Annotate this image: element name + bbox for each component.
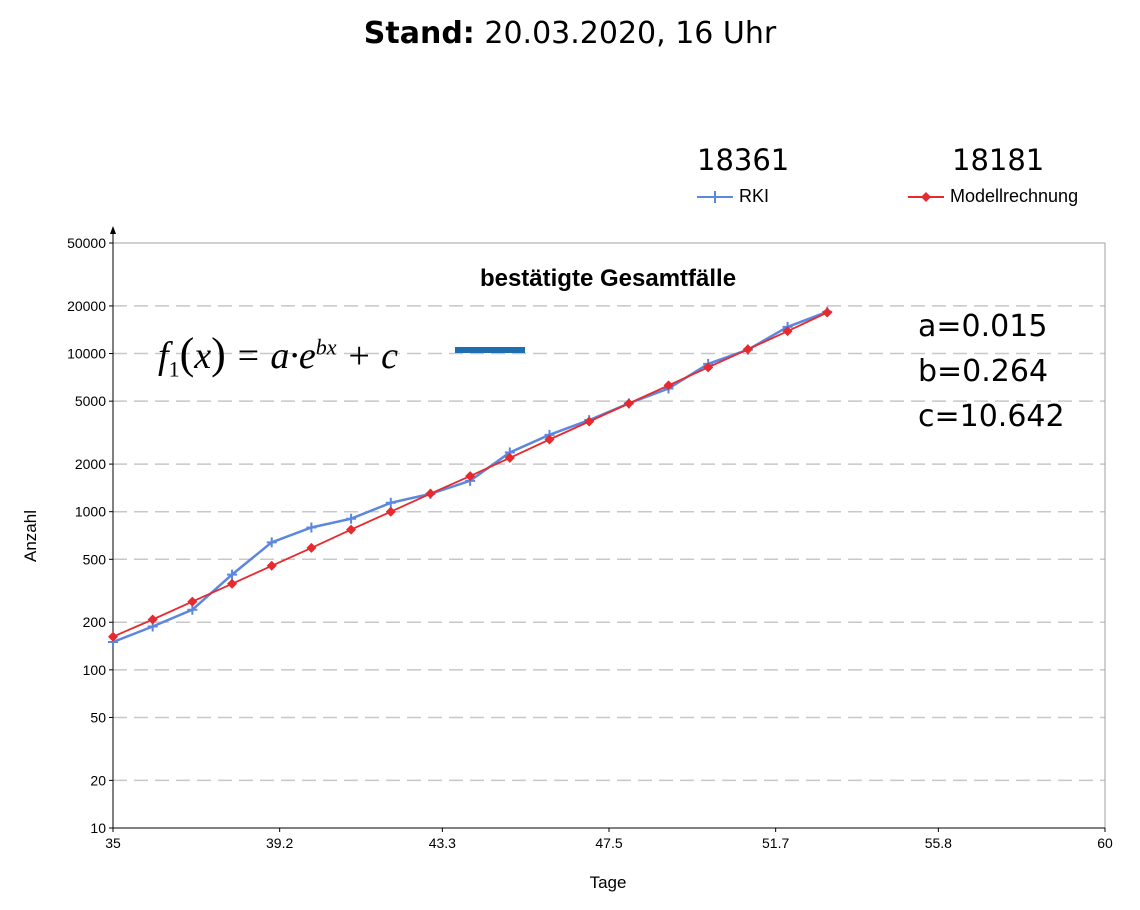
legend-model: Modellrechnung — [908, 186, 1078, 207]
formula-x: x — [194, 335, 212, 377]
x-tick-label: 51.7 — [762, 835, 789, 851]
status-label: Stand: — [363, 16, 475, 51]
y-tick-label: 10 — [90, 820, 106, 836]
model-point — [742, 344, 753, 355]
legend-model-label: Modellrechnung — [950, 186, 1079, 206]
y-tick-label: 500 — [83, 551, 107, 567]
model-point — [266, 560, 277, 571]
model-point — [504, 452, 515, 463]
y-tick-label: 50000 — [67, 235, 106, 251]
model-point — [822, 307, 833, 318]
y-tick-label: 20 — [90, 772, 106, 788]
y-tick-label: 5000 — [75, 393, 106, 409]
formula-exp: bx — [315, 334, 337, 360]
x-tick-label: 35 — [105, 835, 121, 851]
y-tick-label: 1000 — [75, 504, 106, 520]
rki-point — [385, 497, 396, 508]
model-point — [108, 631, 118, 642]
model-point — [227, 578, 238, 589]
grid-lines — [113, 305, 1105, 782]
x-tick-label: 43.3 — [429, 835, 456, 851]
model-point — [623, 398, 634, 409]
y-tick-label: 20000 — [67, 298, 106, 314]
y-tick-label: 100 — [83, 662, 107, 678]
model-point — [465, 471, 476, 482]
model-point — [663, 380, 674, 391]
x-tick-label: 47.5 — [595, 835, 622, 851]
legend-model-marker-icon — [908, 191, 944, 202]
status-header: Stand: 20.03.2020, 16 Uhr — [0, 16, 1140, 51]
legend-rki: RKI — [697, 186, 769, 207]
y-axis-arrow-icon — [110, 226, 116, 234]
model-point — [584, 416, 595, 427]
param-c: c=10.642 — [918, 399, 1065, 434]
formula-sub: 1 — [168, 356, 180, 382]
x-tick-label: 39.2 — [266, 835, 293, 851]
model-point — [187, 596, 198, 607]
x-axis-label: Tage — [590, 873, 627, 892]
chart-title: bestätigte Gesamtfälle — [480, 265, 736, 292]
x-tick-label: 60 — [1097, 835, 1113, 851]
rki-latest-value: 18361 — [697, 143, 790, 177]
model-point — [385, 506, 396, 517]
legend-rki-marker-icon — [697, 190, 733, 203]
formula-f: f — [158, 335, 169, 377]
rki-point — [266, 537, 277, 548]
model-formula: f1(x) = a·ebx + c — [158, 329, 399, 382]
y-tick-label: 200 — [83, 614, 107, 630]
model-point — [703, 362, 714, 373]
formula-tail: + c — [346, 335, 399, 377]
x-tick-labels: 35 39.2 43.3 47.5 51.7 55.8 60 — [105, 828, 1113, 851]
model-point — [544, 434, 555, 445]
y-axis-label: Anzahl — [21, 510, 40, 562]
y-tick-labels: 10 20 50 100 200 500 1000 2000 5000 10000 20000 500… — [67, 235, 113, 836]
legend-rki-label: RKI — [739, 186, 770, 206]
model-point — [147, 614, 158, 625]
x-tick-label: 55.8 — [925, 835, 952, 851]
series-group — [108, 306, 833, 647]
formula-rhs: = a·e — [235, 335, 316, 377]
y-tick-label: 2000 — [75, 456, 106, 472]
model-point — [346, 524, 357, 535]
model-latest-value: 18181 — [952, 143, 1045, 177]
rki-point — [227, 569, 238, 580]
y-tick-label: 50 — [90, 709, 106, 725]
y-tick-label: 10000 — [67, 346, 106, 362]
status-date: 20.03.2020, 16 Uhr — [484, 16, 777, 51]
model-point — [425, 488, 436, 499]
param-b: b=0.264 — [918, 354, 1049, 389]
model-point — [782, 326, 793, 337]
rki-point — [306, 522, 317, 533]
model-point — [306, 542, 317, 553]
fit-parameters: a=0.015 b=0.264 c=10.642 — [918, 304, 1065, 439]
param-a: a=0.015 — [918, 309, 1048, 344]
rki-point — [346, 513, 357, 524]
formula-legend-line — [455, 347, 525, 353]
